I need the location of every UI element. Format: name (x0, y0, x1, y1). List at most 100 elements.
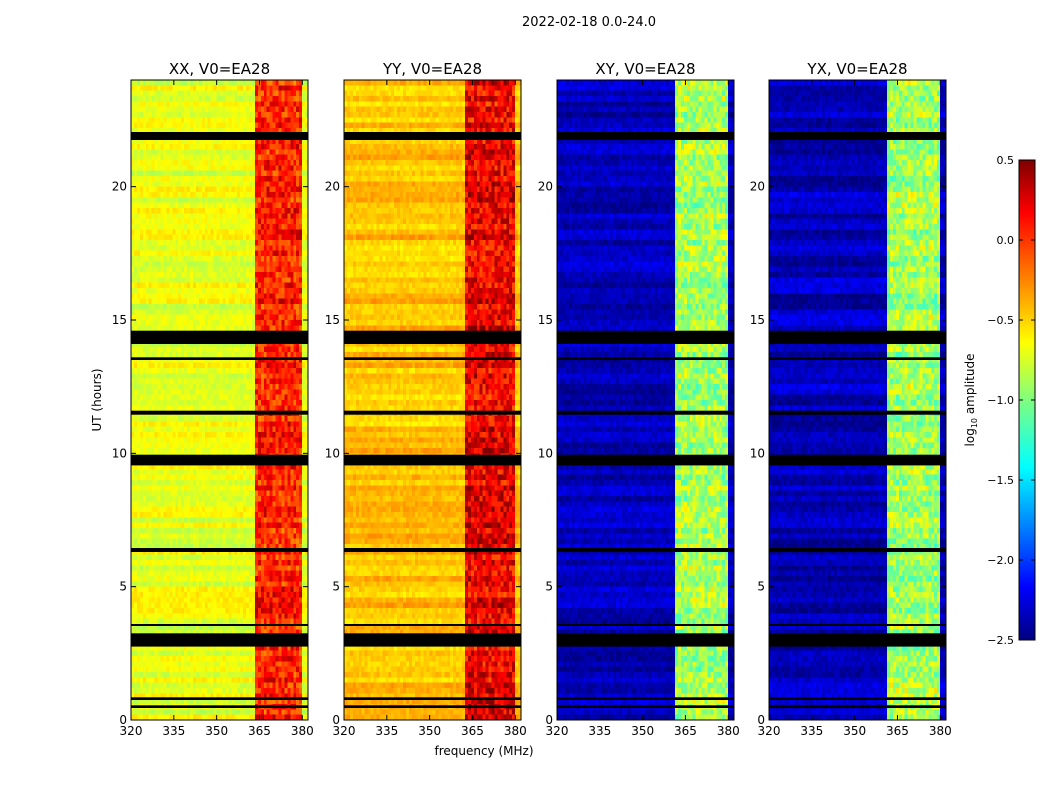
flagged-band (557, 633, 734, 647)
x-tick-label: 365 (248, 724, 271, 738)
y-tick-label: 5 (332, 580, 340, 594)
flagged-band (344, 410, 521, 415)
x-tick-label: 380 (291, 724, 314, 738)
panel-1: YY, V0=EA28 320 335 350 365 380 0 5 10 15 20 (325, 60, 527, 738)
flagged-band (344, 624, 521, 626)
x-tick-label: 335 (162, 724, 185, 738)
y-tick-label: 5 (545, 580, 553, 594)
y-tick-label: 10 (750, 446, 765, 460)
flagged-band (769, 548, 946, 552)
plot-frame (130, 79, 309, 721)
flagged-band (769, 410, 946, 415)
flagged-band (769, 705, 946, 708)
y-tick-label: 10 (325, 446, 340, 460)
flagged-bands (131, 132, 308, 708)
plot-frame (768, 79, 947, 721)
colorbar: 0.5 0.0 −0.5 −1.0 −1.5 −2.0 −2.5 log10 amplitu… (963, 154, 1036, 647)
flagged-bands (557, 132, 734, 708)
flagged-band (769, 624, 946, 626)
colorbar-tick-label: 0.0 (997, 234, 1015, 247)
x-tick-label: 365 (461, 724, 484, 738)
plot-frame (343, 79, 522, 721)
flagged-band (557, 330, 734, 344)
y-axis-label: UT (hours) (90, 368, 104, 431)
y-tick-label: 15 (112, 313, 127, 327)
colorbar-ticks: 0.5 0.0 −0.5 −1.0 −1.5 −2.0 −2.5 (987, 154, 1035, 647)
flagged-band (769, 454, 946, 466)
x-tick-label: 320 (120, 724, 143, 738)
panel-2: XY, V0=EA28 320 335 350 365 380 0 5 10 15 20 (538, 60, 740, 738)
y-tick-label: 0 (757, 713, 765, 727)
colorbar-label-rest: amplitude (963, 354, 977, 418)
flagged-band (131, 705, 308, 708)
flagged-band (131, 330, 308, 344)
y-tick-label: 15 (538, 313, 553, 327)
x-tick-label: 350 (205, 724, 228, 738)
panel-0: XX, V0=EA28 320 335 350 365 380 0 5 10 15 20 (112, 60, 314, 738)
flagged-band (344, 330, 521, 344)
panel-title: XX, V0=EA28 (169, 60, 270, 78)
heatmap-cells (557, 80, 735, 721)
x-tick-label: 350 (843, 724, 866, 738)
flagged-band (557, 132, 734, 140)
x-tick-label: 350 (418, 724, 441, 738)
colorbar-label-log: log (963, 428, 977, 446)
y-tick-label: 5 (757, 580, 765, 594)
x-tick-label: 380 (929, 724, 952, 738)
y-tick-label: 20 (750, 180, 765, 194)
x-tick-label: 365 (674, 724, 697, 738)
heatmap-cells (344, 80, 522, 721)
flagged-band (557, 548, 734, 552)
flagged-band (769, 132, 946, 140)
figure-suptitle: 2022-02-18 0.0-24.0 (522, 15, 656, 30)
flagged-band (344, 357, 521, 360)
flagged-band (557, 357, 734, 360)
flagged-band (131, 548, 308, 552)
x-tick-label: 320 (333, 724, 356, 738)
flagged-band (344, 633, 521, 647)
colorbar-tick-label: −0.5 (987, 314, 1014, 327)
flagged-band (344, 454, 521, 466)
colorbar-label-subscript: 10 (970, 418, 979, 428)
flagged-band (769, 330, 946, 344)
x-tick-label: 335 (588, 724, 611, 738)
colorbar-tick-label: −2.0 (987, 554, 1014, 567)
x-tick-label: 320 (546, 724, 569, 738)
panel-title: XY, V0=EA28 (595, 60, 695, 78)
flagged-band (557, 705, 734, 708)
flagged-band (131, 633, 308, 647)
flagged-band (769, 357, 946, 360)
y-tick-label: 10 (112, 446, 127, 460)
y-tick-label: 15 (325, 313, 340, 327)
colorbar-tick-label: −1.5 (987, 474, 1014, 487)
flagged-band (344, 697, 521, 700)
flagged-band (557, 697, 734, 700)
x-tick-label: 380 (504, 724, 527, 738)
y-tick-label: 20 (538, 180, 553, 194)
plot-frame (556, 79, 735, 721)
flagged-band (131, 410, 308, 415)
y-tick-label: 15 (750, 313, 765, 327)
flagged-band (557, 624, 734, 626)
colorbar-tick-label: 0.5 (997, 154, 1015, 167)
x-tick-label: 320 (758, 724, 781, 738)
panel-3: YX, V0=EA28 320 335 350 365 380 0 5 10 15 20 (750, 60, 952, 738)
y-tick-label: 20 (325, 180, 340, 194)
y-tick-label: 10 (538, 446, 553, 460)
x-tick-label: 335 (375, 724, 398, 738)
heatmap-cells (769, 80, 947, 721)
flagged-band (131, 454, 308, 466)
y-tick-label: 0 (119, 713, 127, 727)
flagged-band (557, 410, 734, 415)
y-tick-label: 0 (545, 713, 553, 727)
flagged-band (344, 132, 521, 140)
flagged-band (344, 548, 521, 552)
colorbar-tick-label: −2.5 (987, 634, 1014, 647)
y-tick-label: 0 (332, 713, 340, 727)
flagged-bands (344, 132, 521, 708)
x-axis-label: frequency (MHz) (434, 744, 533, 758)
y-tick-label: 5 (119, 580, 127, 594)
x-tick-label: 380 (717, 724, 740, 738)
